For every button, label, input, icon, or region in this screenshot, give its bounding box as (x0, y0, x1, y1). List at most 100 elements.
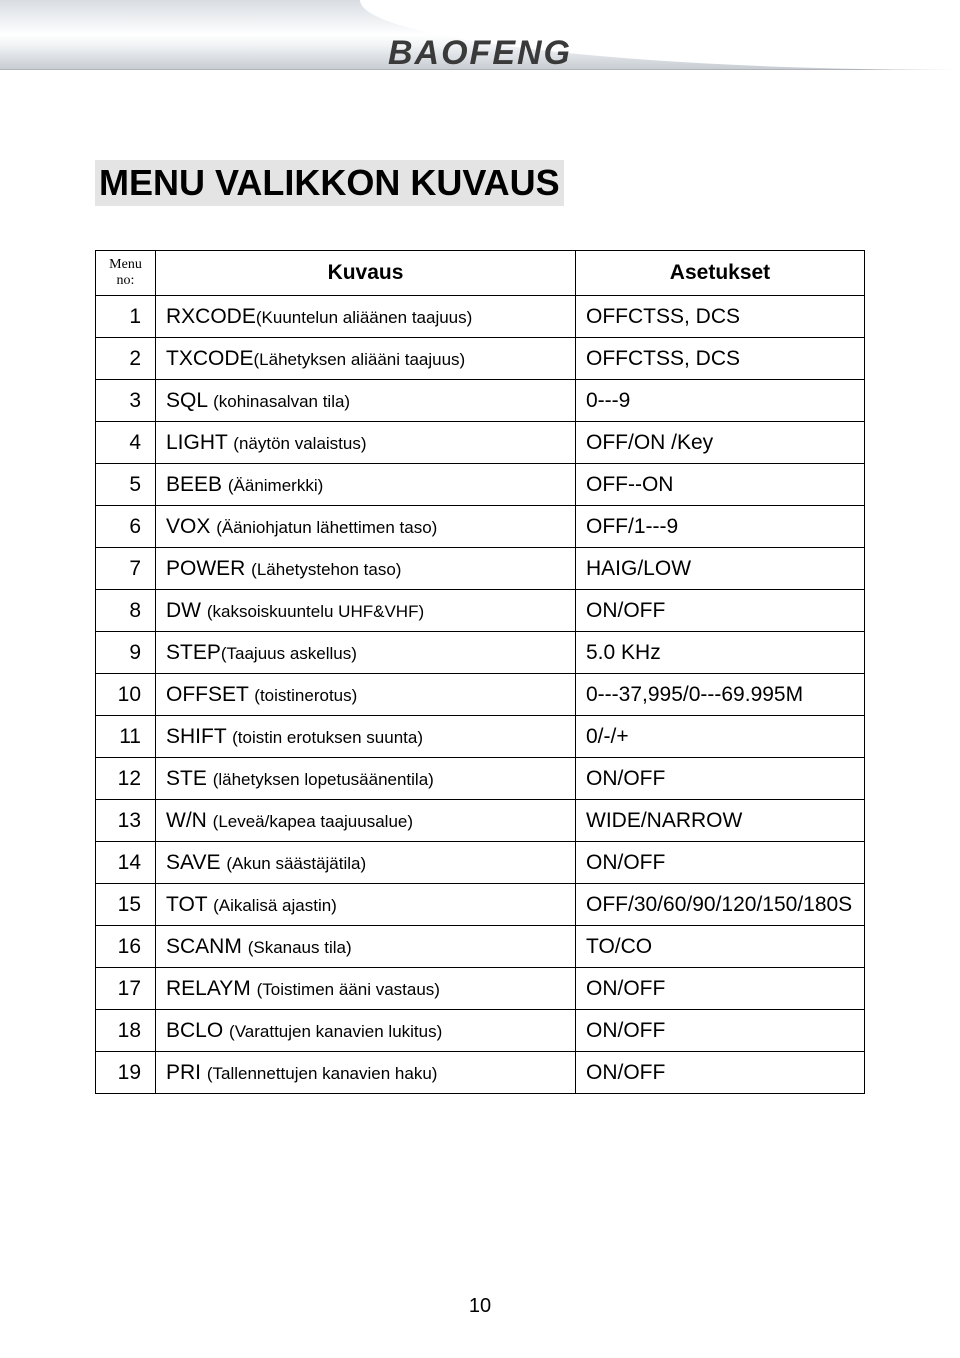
cell-asetukset: OFF/30/60/90/120/150/180S (576, 884, 865, 926)
cell-menu-no: 10 (96, 674, 156, 716)
cell-asetukset: OFF/1---9 (576, 506, 865, 548)
cell-menu-no: 7 (96, 548, 156, 590)
cell-asetukset: WIDE/NARROW (576, 800, 865, 842)
brand-logo: BAOFENG (388, 34, 572, 73)
desc-suffix: (Lähetyksen aliääni taajuus) (254, 350, 466, 369)
desc-main: DW (166, 599, 207, 622)
cell-asetukset: TO/CO (576, 926, 865, 968)
desc-suffix: (lähetyksen lopetusäänentila) (213, 770, 434, 789)
table-row: 19PRI (Tallennettujen kanavien haku)ON/O… (96, 1052, 865, 1094)
table-row: 1RXCODE(Kuuntelun aliäänen taajuus)OFFCT… (96, 296, 865, 338)
table-row: 16SCANM (Skanaus tila)TO/CO (96, 926, 865, 968)
table-row: 10OFFSET (toistinerotus)0---37,995/0---6… (96, 674, 865, 716)
cell-kuvaus: RELAYM (Toistimen ääni vastaus) (156, 968, 576, 1010)
cell-kuvaus: W/N (Leveä/kapea taajuusalue) (156, 800, 576, 842)
cell-kuvaus: BCLO (Varattujen kanavien lukitus) (156, 1010, 576, 1052)
cell-asetukset: ON/OFF (576, 968, 865, 1010)
cell-kuvaus: RXCODE(Kuuntelun aliäänen taajuus) (156, 296, 576, 338)
cell-kuvaus: POWER (Lähetystehon taso) (156, 548, 576, 590)
table-row: 9STEP(Taajuus askellus)5.0 KHz (96, 632, 865, 674)
cell-menu-no: 19 (96, 1052, 156, 1094)
cell-asetukset: 0---37,995/0---69.995M (576, 674, 865, 716)
desc-suffix: (Ääniohjatun lähettimen taso) (216, 518, 437, 537)
cell-menu-no: 5 (96, 464, 156, 506)
cell-menu-no: 15 (96, 884, 156, 926)
cell-asetukset: OFF--ON (576, 464, 865, 506)
content-area: MENU VALIKKON KUVAUS Menu no: Kuvaus Ase… (0, 90, 960, 1094)
table-row: 14SAVE (Akun säästäjätila)ON/OFF (96, 842, 865, 884)
cell-kuvaus: PRI (Tallennettujen kanavien haku) (156, 1052, 576, 1094)
header-bar: BAOFENG (0, 0, 960, 90)
table-row: 13W/N (Leveä/kapea taajuusalue)WIDE/NARR… (96, 800, 865, 842)
cell-asetukset: ON/OFF (576, 1052, 865, 1094)
cell-asetukset: OFF/ON /Key (576, 422, 865, 464)
desc-suffix: (näytön valaistus) (233, 434, 366, 453)
cell-menu-no: 11 (96, 716, 156, 758)
desc-main: RELAYM (166, 977, 257, 1000)
cell-kuvaus: BEEB (Äänimerkki) (156, 464, 576, 506)
cell-menu-no: 3 (96, 380, 156, 422)
cell-kuvaus: TOT (Aikalisä ajastin) (156, 884, 576, 926)
cell-menu-no: 12 (96, 758, 156, 800)
desc-suffix: (Äänimerkki) (228, 476, 323, 495)
cell-asetukset: 0/-/+ (576, 716, 865, 758)
table-row: 8DW (kaksoiskuuntelu UHF&VHF)ON/OFF (96, 590, 865, 632)
table-row: 2TXCODE(Lähetyksen aliääni taajuus)OFFCT… (96, 338, 865, 380)
table-row: 12STE (lähetyksen lopetusäänentila)ON/OF… (96, 758, 865, 800)
cell-kuvaus: SCANM (Skanaus tila) (156, 926, 576, 968)
table-header-row: Menu no: Kuvaus Asetukset (96, 251, 865, 296)
cell-menu-no: 18 (96, 1010, 156, 1052)
cell-kuvaus: SAVE (Akun säästäjätila) (156, 842, 576, 884)
table-row: 4LIGHT (näytön valaistus)OFF/ON /Key (96, 422, 865, 464)
cell-menu-no: 17 (96, 968, 156, 1010)
desc-main: SHIFT (166, 725, 232, 748)
table-row: 18BCLO (Varattujen kanavien lukitus)ON/O… (96, 1010, 865, 1052)
desc-suffix: (Tallennettujen kanavien haku) (207, 1064, 438, 1083)
cell-asetukset: 5.0 KHz (576, 632, 865, 674)
table-row: 15TOT (Aikalisä ajastin)OFF/30/60/90/120… (96, 884, 865, 926)
desc-main: POWER (166, 557, 251, 580)
cell-menu-no: 2 (96, 338, 156, 380)
cell-kuvaus: STE (lähetyksen lopetusäänentila) (156, 758, 576, 800)
cell-menu-no: 1 (96, 296, 156, 338)
desc-main: LIGHT (166, 431, 233, 454)
table-row: 3SQL (kohinasalvan tila)0---9 (96, 380, 865, 422)
cell-asetukset: ON/OFF (576, 1010, 865, 1052)
desc-main: BEEB (166, 473, 228, 496)
cell-asetukset: ON/OFF (576, 842, 865, 884)
desc-main: VOX (166, 515, 216, 538)
desc-suffix: (Akun säästäjätila) (226, 854, 366, 873)
desc-main: STE (166, 767, 213, 790)
th-menu-no: Menu no: (96, 251, 156, 296)
cell-asetukset: ON/OFF (576, 590, 865, 632)
cell-menu-no: 4 (96, 422, 156, 464)
table-row: 6VOX (Ääniohjatun lähettimen taso)OFF/1-… (96, 506, 865, 548)
cell-kuvaus: SQL (kohinasalvan tila) (156, 380, 576, 422)
table-row: 17RELAYM (Toistimen ääni vastaus)ON/OFF (96, 968, 865, 1010)
cell-asetukset: ON/OFF (576, 758, 865, 800)
desc-suffix: (Taajuus askellus) (221, 644, 357, 663)
cell-kuvaus: DW (kaksoiskuuntelu UHF&VHF) (156, 590, 576, 632)
cell-asetukset: OFFCTSS, DCS (576, 296, 865, 338)
desc-suffix: (toistin erotuksen suunta) (232, 728, 423, 747)
cell-kuvaus: OFFSET (toistinerotus) (156, 674, 576, 716)
desc-suffix: (kaksoiskuuntelu UHF&VHF) (207, 602, 424, 621)
desc-suffix: (Kuuntelun aliäänen taajuus) (256, 308, 472, 327)
cell-asetukset: HAIG/LOW (576, 548, 865, 590)
cell-menu-no: 8 (96, 590, 156, 632)
cell-menu-no: 6 (96, 506, 156, 548)
desc-main: SQL (166, 389, 213, 412)
desc-suffix: (toistinerotus) (254, 686, 357, 705)
cell-menu-no: 16 (96, 926, 156, 968)
desc-main: W/N (166, 809, 213, 832)
cell-kuvaus: VOX (Ääniohjatun lähettimen taso) (156, 506, 576, 548)
desc-suffix: (Leveä/kapea taajuusalue) (213, 812, 413, 831)
desc-main: PRI (166, 1061, 207, 1084)
desc-main: TOT (166, 893, 213, 916)
cell-kuvaus: LIGHT (näytön valaistus) (156, 422, 576, 464)
cell-kuvaus: STEP(Taajuus askellus) (156, 632, 576, 674)
cell-menu-no: 14 (96, 842, 156, 884)
desc-main: RXCODE (166, 305, 256, 328)
desc-main: BCLO (166, 1019, 229, 1042)
desc-main: SCANM (166, 935, 248, 958)
